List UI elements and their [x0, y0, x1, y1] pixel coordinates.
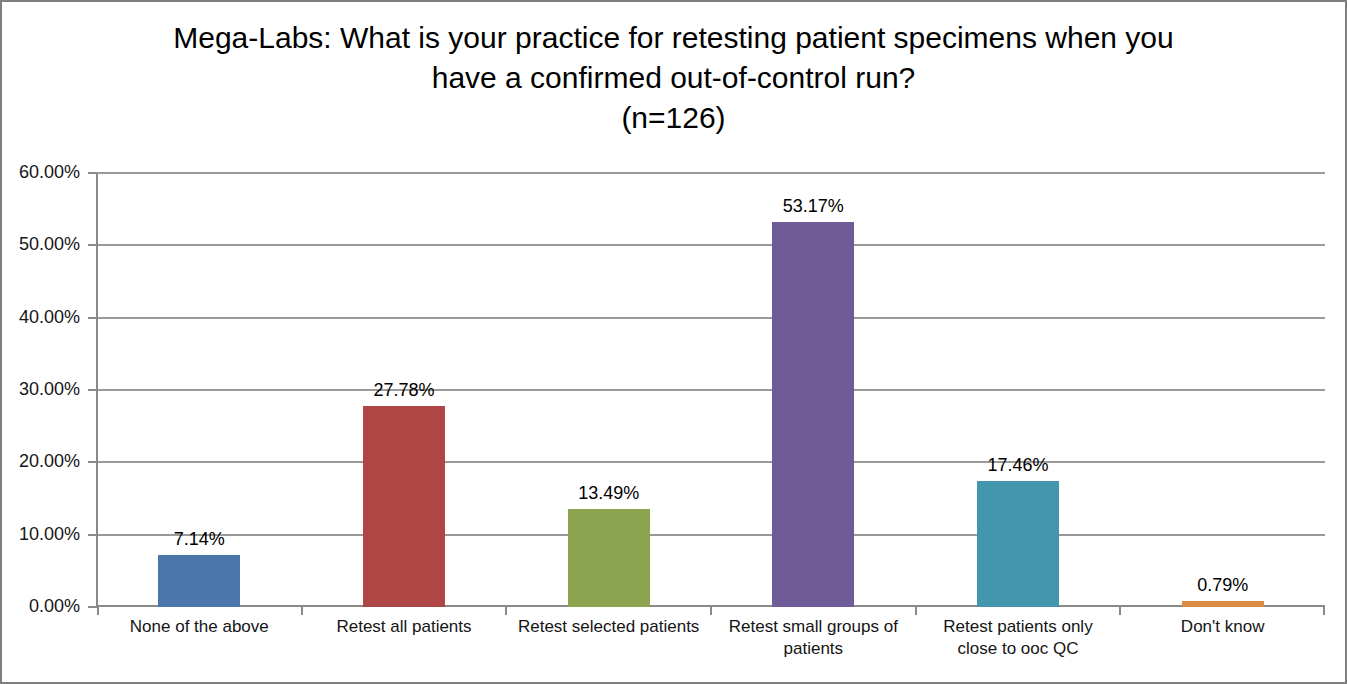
- x-axis-tick: [97, 607, 99, 615]
- x-axis-tick: [1323, 607, 1325, 615]
- x-axis-tick: [1119, 607, 1121, 615]
- bar-value-label: 27.78%: [334, 379, 474, 401]
- y-tick-label: 20.00%: [0, 450, 80, 472]
- x-category-label: Retest small groups of patients: [719, 616, 907, 660]
- x-category-label: Don't know: [1129, 616, 1317, 638]
- gridline: [97, 317, 1325, 319]
- plot-area: 0.00%10.00%20.00%30.00%40.00%50.00%60.00…: [97, 173, 1325, 607]
- chart-frame: Mega-Labs: What is your practice for ret…: [0, 0, 1347, 684]
- bar-value-label: 7.14%: [129, 528, 269, 550]
- chart-sample-size: (n=126): [2, 98, 1345, 138]
- bar-retest-selected-patients: [568, 509, 650, 607]
- y-tick-label: 0.00%: [0, 595, 80, 617]
- x-category-label: Retest all patients: [310, 616, 498, 638]
- bar-value-label: 17.46%: [948, 454, 1088, 476]
- gridline: [97, 461, 1325, 463]
- y-tick-label: 10.00%: [0, 523, 80, 545]
- bar-retest-patients-only-close-to-ooc-qc: [977, 481, 1059, 607]
- x-category-label: Retest patients only close to ooc QC: [924, 616, 1112, 660]
- bar-value-label: 13.49%: [539, 482, 679, 504]
- x-axis-tick: [301, 607, 303, 615]
- chart-title: Mega-Labs: What is your practice for ret…: [169, 18, 1179, 98]
- y-axis: [96, 173, 98, 607]
- gridline: [97, 389, 1325, 391]
- bar-none-of-the-above: [158, 555, 240, 607]
- bar-value-label: 0.79%: [1153, 574, 1293, 596]
- y-tick-label: 60.00%: [0, 161, 80, 183]
- bar-retest-small-groups-of-patients: [772, 222, 854, 607]
- bar-don-t-know: [1182, 601, 1264, 607]
- title-block: Mega-Labs: What is your practice for ret…: [2, 18, 1345, 138]
- x-category-label: Retest selected patients: [515, 616, 703, 638]
- y-tick-label: 50.00%: [0, 233, 80, 255]
- x-category-label: None of the above: [105, 616, 293, 638]
- y-tick-label: 30.00%: [0, 378, 80, 400]
- y-tick-label: 40.00%: [0, 306, 80, 328]
- x-axis-tick: [915, 607, 917, 615]
- x-axis-tick: [505, 607, 507, 615]
- bar-retest-all-patients: [363, 406, 445, 607]
- gridline: [97, 172, 1325, 174]
- gridline: [97, 534, 1325, 536]
- x-axis-tick: [710, 607, 712, 615]
- bar-value-label: 53.17%: [743, 195, 883, 217]
- gridline: [97, 244, 1325, 246]
